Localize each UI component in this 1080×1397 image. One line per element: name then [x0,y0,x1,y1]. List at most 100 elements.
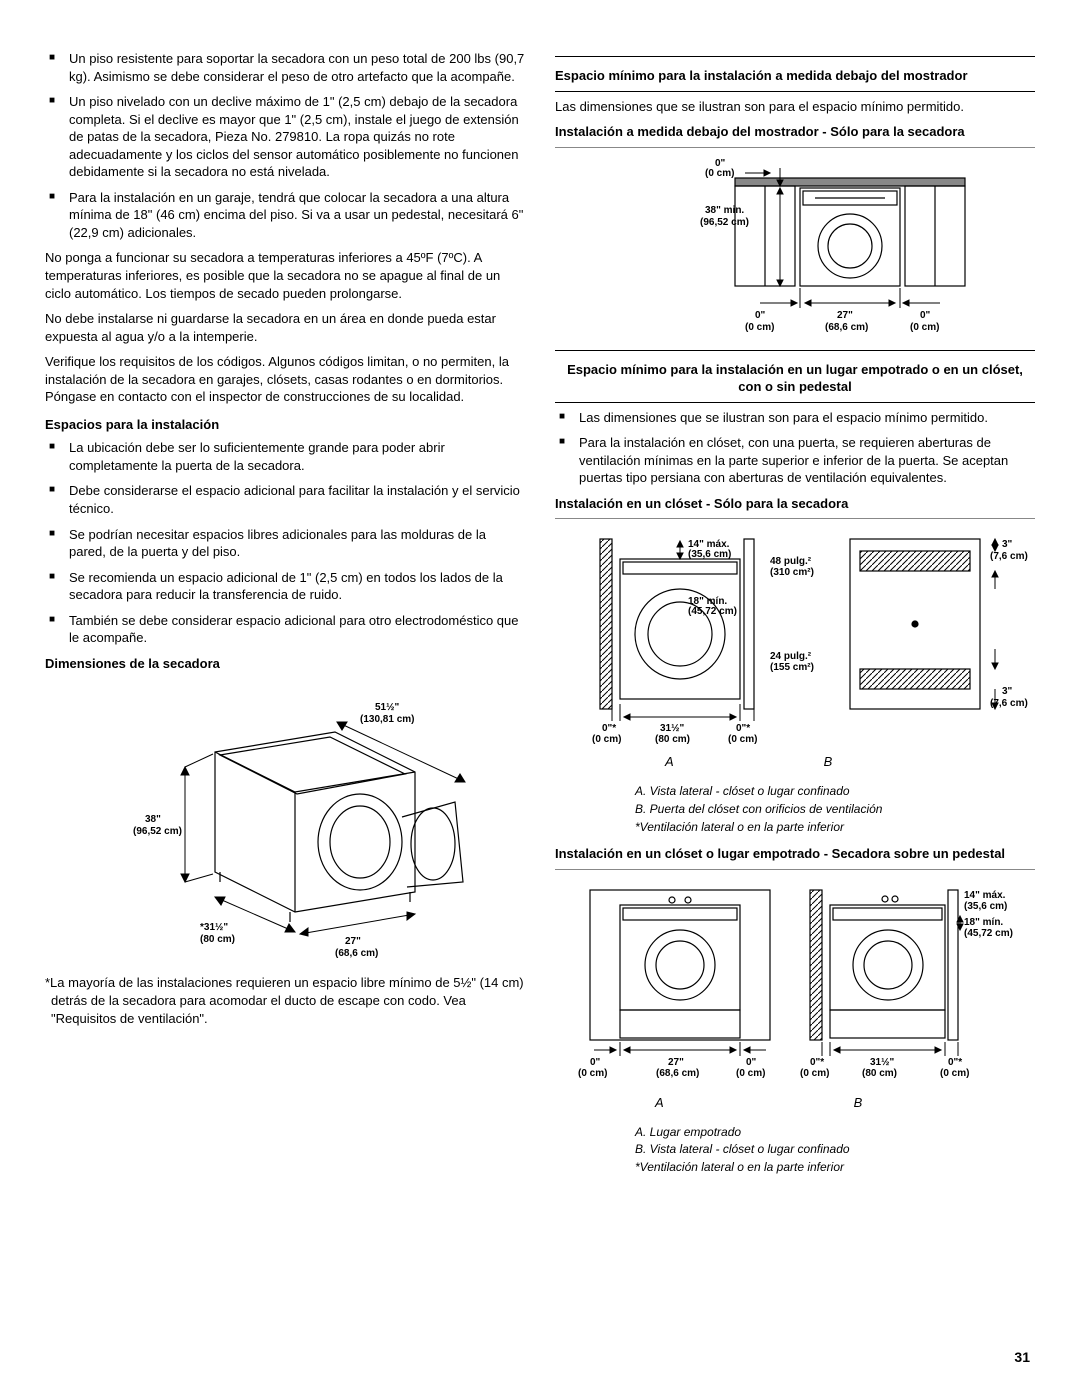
svg-text:48 pulg.²: 48 pulg.² [770,556,812,567]
svg-text:(80 cm): (80 cm) [862,1068,897,1079]
svg-text:(0 cm): (0 cm) [910,322,939,333]
svg-text:(0 cm): (0 cm) [745,322,774,333]
footnote: *La mayoría de las instalaciones requier… [45,974,525,1027]
svg-text:0": 0" [755,310,766,321]
dryer-svg: 38" (96,52 cm) 51½" (130,81 cm) *31½" (8 [85,682,485,962]
closet-svg: 14" máx. (35,6 cm) 18" mín. (45,72 cm) 0… [560,529,1030,749]
paragraph: No ponga a funcionar su secadora a tempe… [45,249,525,302]
svg-text:27": 27" [668,1057,684,1068]
closet-title: Instalación en un clóset - Sólo para la … [555,495,1035,513]
svg-text:(0 cm): (0 cm) [728,734,757,745]
divider-light [555,518,1035,519]
svg-text:0"*: 0"* [602,723,616,734]
label-b: B [824,753,833,771]
undercounter-svg: 0" (0 cm) 38" min. (96,52 cm) [615,158,975,338]
list-item: Debe considerarse el espacio adicional p… [45,482,525,517]
divider [555,91,1035,92]
svg-text:(68,6 cm): (68,6 cm) [335,948,378,959]
caption-line: B. Vista lateral - clóset o lugar confin… [635,1141,1035,1158]
label-b: B [854,1094,863,1112]
divider-light [555,147,1035,148]
svg-text:(45,72 cm): (45,72 cm) [688,606,737,617]
svg-text:51½": 51½" [375,702,399,713]
svg-text:(80 cm): (80 cm) [200,934,235,945]
paragraph: Las dimensiones que se ilustran son para… [555,98,1035,116]
pedestal-caption: A. Lugar empotrado B. Vista lateral - cl… [555,1124,1035,1176]
caption-line: A. Lugar empotrado [635,1124,1035,1141]
pedestal-title: Instalación en un clóset o lugar empotra… [555,845,1035,863]
svg-text:31½": 31½" [660,723,684,734]
list-item: Para la instalación en un garaje, tendrá… [45,189,525,242]
svg-text:(0 cm): (0 cm) [592,734,621,745]
recessed-bullets: Las dimensiones que se ilustran son para… [555,409,1035,487]
svg-text:(35,6 cm): (35,6 cm) [688,549,731,560]
svg-text:(7,6 cm): (7,6 cm) [990,698,1028,709]
svg-text:31½": 31½" [870,1057,894,1068]
svg-text:24 pulg.²: 24 pulg.² [770,651,812,662]
undercounter-sub: Instalación a medida debajo del mostrado… [555,123,1035,141]
svg-text:(0 cm): (0 cm) [940,1068,969,1079]
svg-text:18" mín.: 18" mín. [964,917,1003,928]
svg-text:(96,52 cm): (96,52 cm) [700,217,749,228]
svg-text:(35,6 cm): (35,6 cm) [964,901,1007,912]
svg-text:(7,6 cm): (7,6 cm) [990,551,1028,562]
svg-text:(0 cm): (0 cm) [578,1068,607,1079]
pedestal-diagram: 0" (0 cm) 27" (68,6 cm) 0" (0 cm) [555,880,1035,1112]
paragraph: Verifique los requisitos de los códigos.… [45,353,525,406]
svg-text:(68,6 cm): (68,6 cm) [656,1068,699,1079]
svg-text:38": 38" [145,814,161,825]
page-columns: Un piso resistente para soportar la seca… [45,50,1035,1186]
svg-text:0": 0" [746,1057,757,1068]
svg-text:*31½": *31½" [200,922,228,933]
list-item: Las dimensiones que se ilustran son para… [555,409,1035,427]
svg-text:(130,81 cm): (130,81 cm) [360,714,414,725]
divider [555,350,1035,351]
svg-text:27": 27" [345,936,361,947]
list-item: Se recomienda un espacio adicional de 1"… [45,569,525,604]
divider [555,56,1035,57]
svg-text:3": 3" [1002,539,1013,550]
svg-text:(0 cm): (0 cm) [800,1068,829,1079]
svg-text:(0 cm): (0 cm) [736,1068,765,1079]
list-item: Un piso nivelado con un declive máximo d… [45,93,525,181]
svg-text:(45,72 cm): (45,72 cm) [964,928,1013,939]
bullets-top: Un piso resistente para soportar la seca… [45,50,525,241]
svg-text:0": 0" [590,1057,601,1068]
list-item: También se debe considerar espacio adici… [45,612,525,647]
ab-labels: A B [555,753,1035,771]
list-item: Para la instalación en clóset, con una p… [555,434,1035,487]
undercounter-diagram: 0" (0 cm) 38" min. (96,52 cm) [555,158,1035,338]
caption-line: *Ventilación lateral o en la parte infer… [635,1159,1035,1176]
svg-text:14" máx.: 14" máx. [964,890,1006,901]
caption-line: *Ventilación lateral o en la parte infer… [635,819,1035,836]
dryer-dimensions-diagram: 38" (96,52 cm) 51½" (130,81 cm) *31½" (8 [45,682,525,962]
left-column: Un piso resistente para soportar la seca… [45,50,525,1186]
bullets-spaces: La ubicación debe ser lo suficientemente… [45,439,525,646]
svg-text:0"*: 0"* [736,723,750,734]
svg-text:(80 cm): (80 cm) [655,734,690,745]
spaces-title: Espacios para la instalación [45,416,525,434]
label-a: A [655,1094,664,1112]
caption-line: A. Vista lateral - clóset o lugar confin… [635,783,1035,800]
svg-text:(0 cm): (0 cm) [705,168,734,179]
divider-light [555,869,1035,870]
list-item: Un piso resistente para soportar la seca… [45,50,525,85]
ab-labels: A B [555,1094,1035,1112]
page-number: 31 [1014,1348,1030,1367]
list-item: La ubicación debe ser lo suficientemente… [45,439,525,474]
svg-text:38" min.: 38" min. [705,205,744,216]
svg-text:(96,52 cm): (96,52 cm) [133,826,182,837]
svg-text:0"*: 0"* [948,1057,962,1068]
svg-text:0"*: 0"* [810,1057,824,1068]
svg-text:0": 0" [920,310,931,321]
label-a: A [665,753,674,771]
svg-text:(68,6 cm): (68,6 cm) [825,322,868,333]
undercounter-title: Espacio mínimo para la instalación a med… [555,67,1035,85]
divider [555,402,1035,403]
list-item: Se podrían necesitar espacios libres adi… [45,526,525,561]
closet-caption: A. Vista lateral - clóset o lugar confin… [555,783,1035,835]
pedestal-svg: 0" (0 cm) 27" (68,6 cm) 0" (0 cm) [560,880,1030,1090]
caption-line: B. Puerta del clóset con orificios de ve… [635,801,1035,818]
svg-text:3": 3" [1002,686,1013,697]
recessed-title: Espacio mínimo para la instalación en un… [555,361,1035,396]
